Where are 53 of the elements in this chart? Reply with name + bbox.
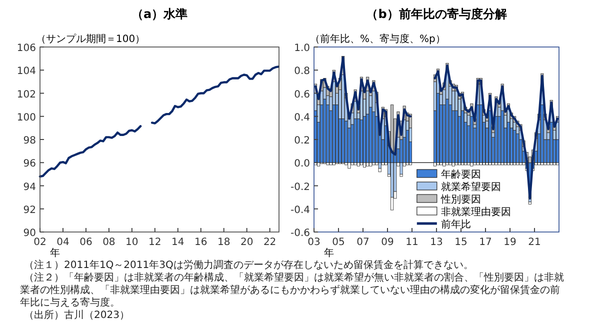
x-tick-label: 15 bbox=[454, 237, 468, 248]
x-tick-label: 09 bbox=[381, 237, 394, 248]
y-tick-label: 90 bbox=[23, 228, 36, 239]
x-tick-label: 20 bbox=[240, 237, 254, 248]
legend-label: 前年比 bbox=[440, 218, 471, 230]
y-tick-label: 0.2 bbox=[294, 136, 310, 146]
legend-label: 性別要因 bbox=[440, 194, 481, 206]
y-tick-label: 106 bbox=[16, 43, 36, 54]
y-tick-label: 92 bbox=[23, 204, 36, 216]
y-tick-label: 1.0 bbox=[294, 43, 310, 54]
x-tick-label: 17 bbox=[479, 237, 492, 248]
x-tick-label: 04 bbox=[56, 237, 70, 248]
chart-title: （b）前年比の寄与度分解 bbox=[366, 7, 507, 21]
chart-title: （a）水準 bbox=[131, 7, 188, 21]
x-tick-label: 18 bbox=[217, 237, 230, 248]
y-tick-label: 0.0 bbox=[294, 158, 310, 170]
legend-label: 就業希望要因 bbox=[440, 181, 501, 193]
legend-label: 非就業理由要因 bbox=[440, 206, 511, 218]
y-tick-label: 102 bbox=[16, 89, 36, 100]
x-tick-label: 22 bbox=[263, 237, 276, 248]
y-tick-label: 98 bbox=[23, 136, 36, 146]
y-tick-label: 100 bbox=[16, 112, 36, 124]
x-tick-label: 16 bbox=[194, 237, 208, 248]
text: （出所）古川（2023） bbox=[24, 309, 130, 321]
y-tick-label: 0.8 bbox=[294, 66, 310, 78]
x-tick-label: 10 bbox=[126, 237, 138, 248]
text: （注１）2011年1Q～2011年3Qは労働力調査のデータが存在しないため留保賃金を計算できない。 bbox=[24, 259, 474, 271]
y-tick-label: -0.4 bbox=[290, 204, 310, 216]
x-tick-label: 11 bbox=[406, 237, 418, 248]
x-tick-label: 12 bbox=[148, 237, 162, 248]
x-tick-label: 07 bbox=[356, 237, 370, 248]
x-tick-label: 19 bbox=[504, 237, 516, 248]
y-tick-label: 104 bbox=[16, 66, 36, 78]
y-tick-label: -0.2 bbox=[290, 182, 310, 193]
x-tick-label: 05 bbox=[332, 237, 345, 248]
y-tick-label: 94 bbox=[23, 182, 36, 193]
x-tick-label: 02 bbox=[34, 237, 46, 248]
y-tick-label: -0.6 bbox=[290, 228, 310, 239]
y-tick-label: 0.4 bbox=[294, 112, 310, 124]
y-tick-label: 96 bbox=[23, 158, 36, 170]
y-axis-title: （サンプル期間＝100） bbox=[36, 33, 146, 45]
x-tick-label: 21 bbox=[528, 237, 541, 248]
x-tick-label: 13 bbox=[430, 237, 443, 248]
y-axis-title: （前年比、%、寄与度、%p） bbox=[310, 33, 446, 45]
x-axis-title: 年 bbox=[50, 247, 60, 259]
x-tick-label: 14 bbox=[172, 237, 184, 248]
legend-label: 年齢要因 bbox=[440, 168, 481, 180]
text: （注２）「年齢要因」は非就業者の年齢構成、「就業希望要因」は就業希望が無い非就業者の割合、「性別要因」は非就業者の性別構成、「非就業理由要因」は就業希望があるにもかかわらず就業していない理由の構成の変化が留保賃金の前年比に与える寄与度。 bbox=[20, 272, 564, 308]
y-tick-label: 0.6 bbox=[294, 89, 310, 100]
x-axis-title: 年 bbox=[324, 247, 334, 259]
x-tick-label: 03 bbox=[308, 237, 320, 248]
x-tick-label: 06 bbox=[80, 237, 92, 248]
x-tick-label: 08 bbox=[102, 237, 116, 248]
